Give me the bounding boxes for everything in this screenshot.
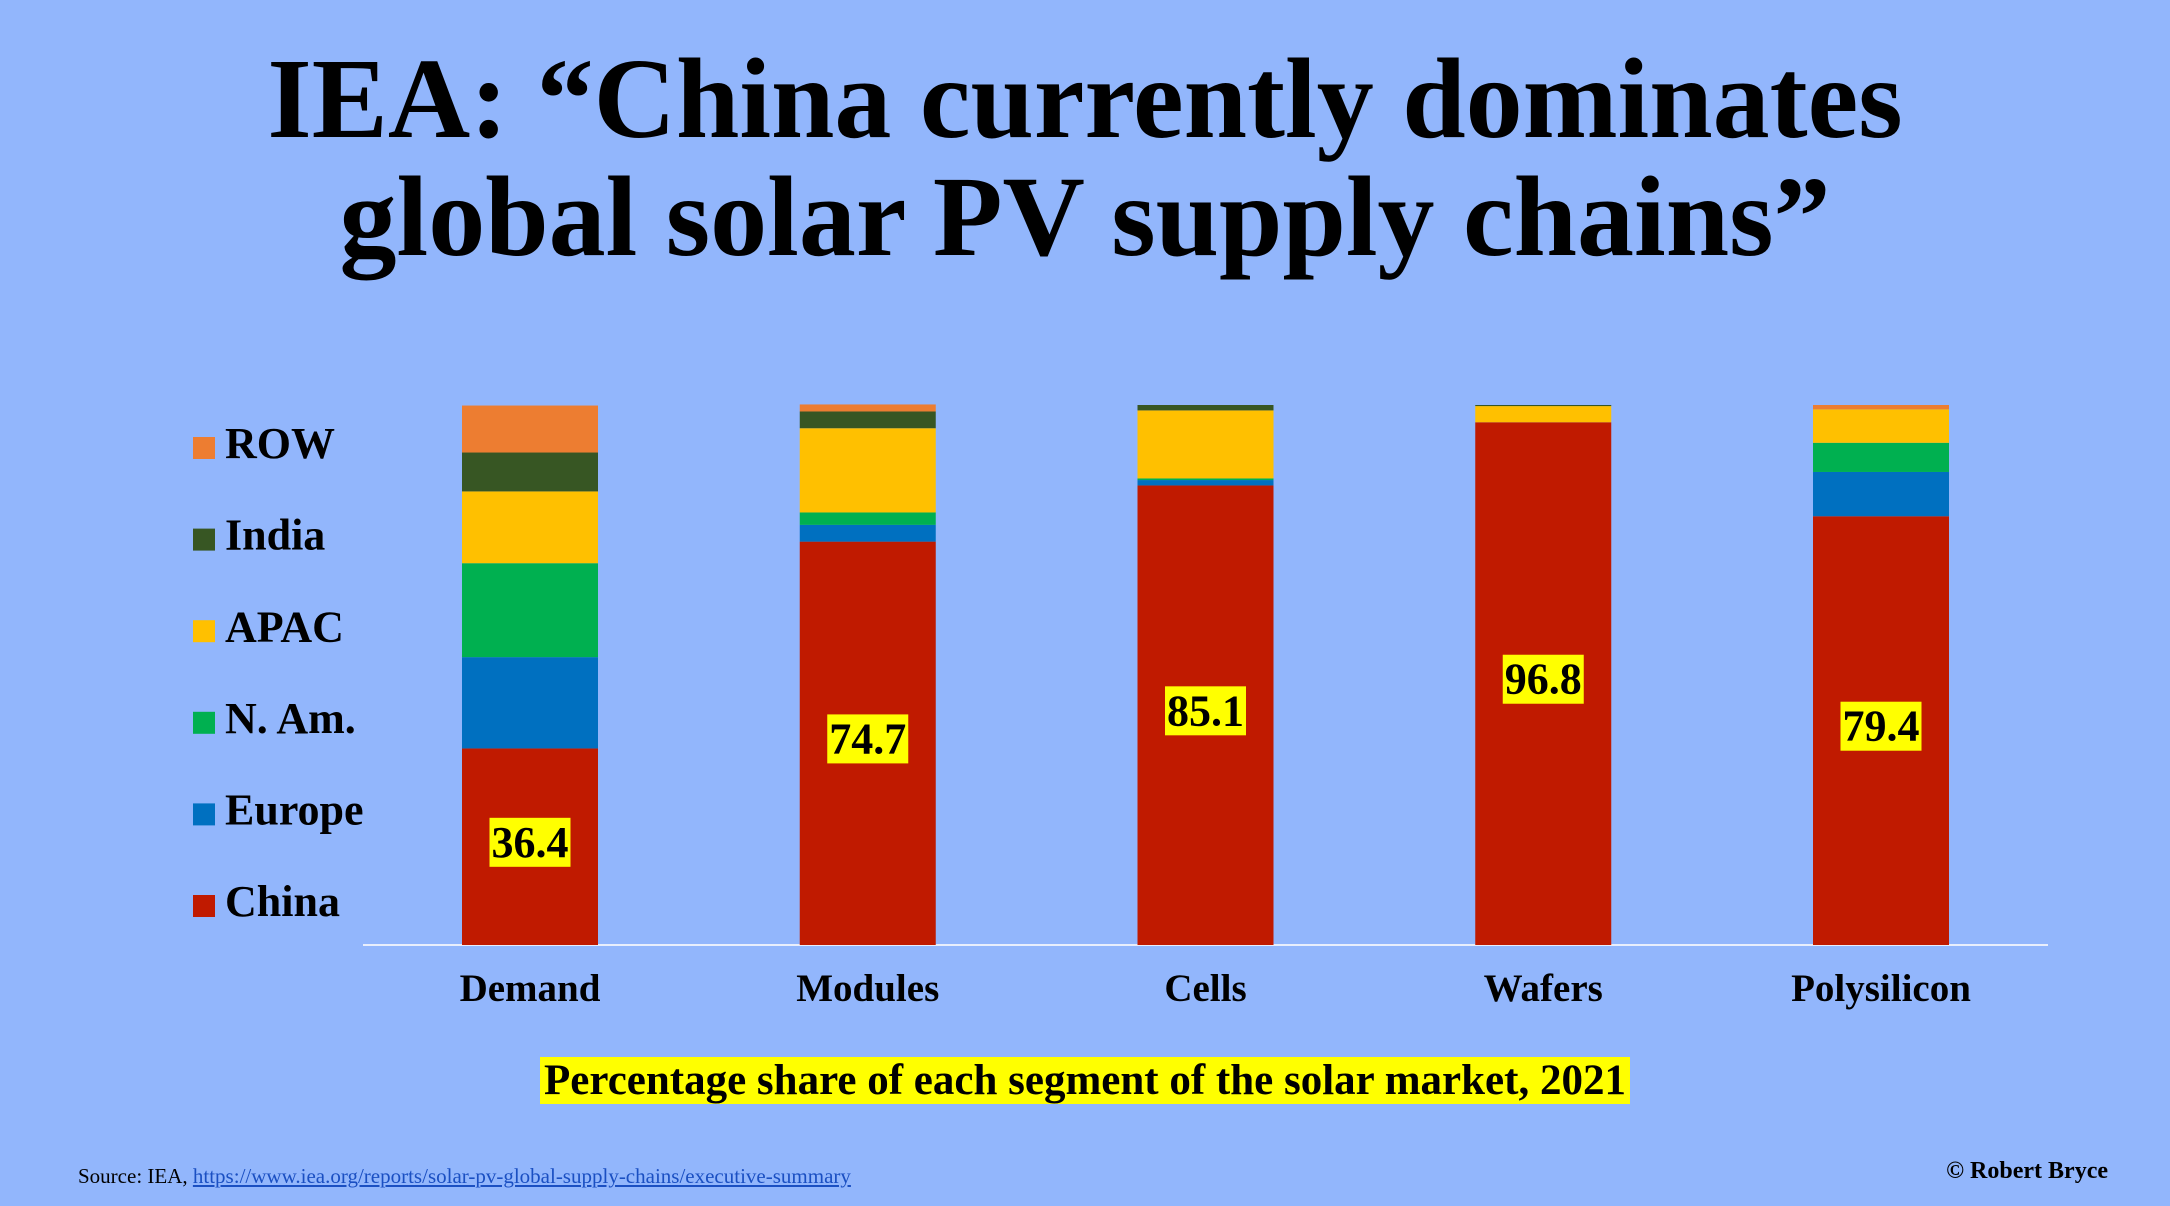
bar-segment <box>799 428 936 513</box>
bar-segment <box>799 524 936 542</box>
x-tick-label: Modules <box>796 967 939 1010</box>
x-tick-label: Polysilicon <box>1791 967 1971 1010</box>
legend-swatch <box>193 528 215 551</box>
credit: © Robert Bryce <box>1946 1158 2108 1184</box>
bar-segment <box>1813 442 1949 472</box>
bar-segment <box>462 491 598 564</box>
legend-swatch <box>193 711 215 734</box>
legend-label: India <box>225 511 325 560</box>
source: Source: IEA, https://www.iea.org/reports… <box>78 1164 851 1189</box>
subtitle-wrap: Percentage share of each segment of the … <box>0 1056 2170 1105</box>
bar-segment <box>1813 409 1949 443</box>
x-tick-label: Demand <box>460 967 601 1010</box>
bar-segment <box>1475 406 1612 423</box>
source-label: Source: IEA, <box>78 1164 188 1188</box>
legend-swatch <box>193 803 215 826</box>
bar-segment <box>462 563 598 658</box>
bar-segment <box>799 404 936 412</box>
x-tick-label: Cells <box>1164 967 1246 1010</box>
data-label: 85.1 <box>1167 686 1244 735</box>
bar-segment <box>1137 410 1274 479</box>
legend-swatch <box>193 620 215 643</box>
legend-label: Europe <box>225 785 364 834</box>
data-label: 74.7 <box>829 714 906 763</box>
x-tick-label: Wafers <box>1484 967 1603 1010</box>
bar-segment <box>1813 471 1949 517</box>
bar-segment <box>799 411 936 429</box>
data-label: 96.8 <box>1505 655 1582 704</box>
data-label-bg <box>827 714 909 764</box>
bar-segment <box>1137 478 1274 481</box>
data-label-bg <box>489 817 571 867</box>
legend-label: China <box>225 877 340 926</box>
source-link[interactable]: https://www.iea.org/reports/solar-pv-glo… <box>192 1164 851 1188</box>
bar-segment <box>1137 480 1274 486</box>
data-label: 36.4 <box>492 818 569 867</box>
bar-segment <box>799 512 936 525</box>
bar-segment <box>1475 405 1612 407</box>
bar-segment <box>462 452 598 492</box>
bar-segment <box>462 405 598 453</box>
legend-label: ROW <box>225 419 335 468</box>
chart-title: IEA: “China currently dominates global s… <box>267 35 1903 280</box>
data-label-bg <box>1165 686 1246 736</box>
data-label-bg <box>1502 654 1584 704</box>
data-label-bg <box>1840 701 1922 751</box>
bar-segment <box>1813 405 1949 410</box>
bar-segment <box>462 657 598 749</box>
legend-swatch <box>193 895 215 917</box>
subtitle: Percentage share of each segment of the … <box>540 1057 1630 1104</box>
data-label: 79.4 <box>1843 702 1920 751</box>
legend-label: N. Am. <box>225 694 356 743</box>
bar-segment <box>1137 405 1274 411</box>
legend-swatch <box>193 437 215 459</box>
legend-label: APAC <box>225 602 344 651</box>
